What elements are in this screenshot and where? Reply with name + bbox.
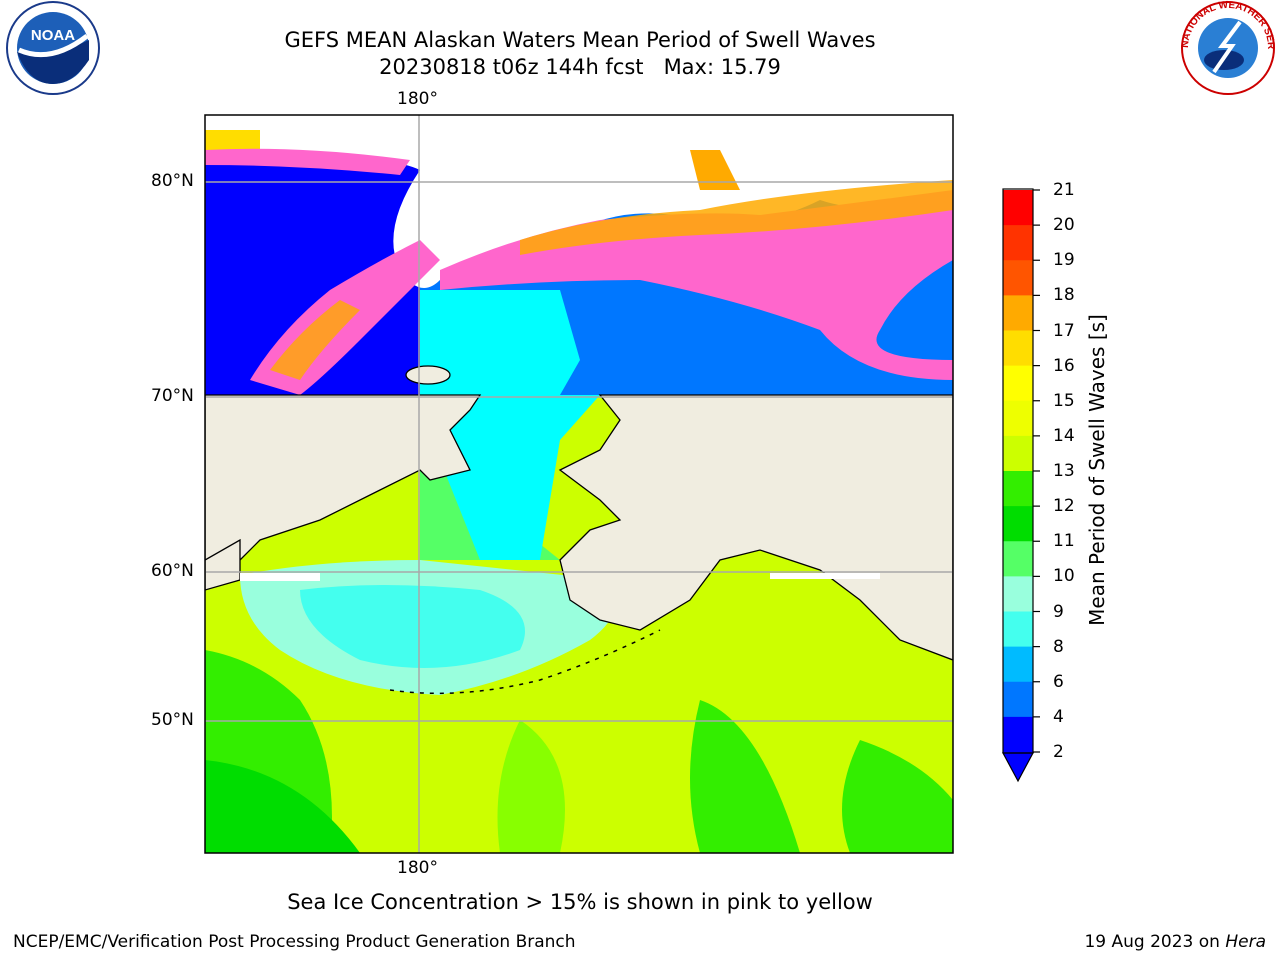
sea-ice-note: Sea Ice Concentration > 15% is shown in … <box>287 890 873 914</box>
colorbar-tick-label: 16 <box>1053 355 1075 376</box>
colorbar-segment <box>1003 611 1033 648</box>
noaa-logo-text: NOAA <box>31 27 75 44</box>
colorbar-tick-label: 20 <box>1053 215 1075 236</box>
colorbar-segment <box>1003 330 1033 367</box>
colorbar-extend-arrow <box>1001 752 1035 783</box>
colorbar-frame <box>1002 188 1034 754</box>
colorbar-tick-label: 13 <box>1053 461 1075 481</box>
colorbar-segment <box>1003 646 1033 683</box>
colorbar-tick-label: 11 <box>1053 531 1075 552</box>
colorbar-segment <box>1003 260 1033 296</box>
graticule <box>205 115 953 853</box>
footer-credit: NCEP/EMC/Verification Post Processing Pr… <box>13 932 576 952</box>
title-line-2: 20230818 t06z 144h fcst Max: 15.79 <box>379 55 781 79</box>
colorbar-tick-label: 19 <box>1053 250 1075 271</box>
colorbar-tick-label: 18 <box>1053 285 1075 306</box>
map-field <box>205 115 953 853</box>
colorbar-tick-label: 4 <box>1053 706 1064 727</box>
chart-title: GEFS MEAN Alaskan Waters Mean Period of … <box>180 27 980 81</box>
colorbar-segment <box>1003 506 1033 542</box>
lon-label-top: 180° <box>397 89 438 109</box>
colorbar-segment <box>1003 471 1033 507</box>
colorbar-tick-label: 21 <box>1053 180 1075 200</box>
footer-date: 19 Aug 2023 on Hera <box>1084 932 1266 952</box>
colorbar-title: Mean Period of Swell Waves [s] <box>1085 314 1109 626</box>
colorbar-tick-label: 14 <box>1053 425 1075 446</box>
footer-host: Hera <box>1225 932 1266 952</box>
colorbar-segment <box>1003 576 1033 612</box>
lat-label-70: 70°N <box>151 386 194 406</box>
colorbar-tick-label: 10 <box>1053 566 1075 587</box>
colorbar-tick-label: 2 <box>1053 742 1064 762</box>
title-line-1: GEFS MEAN Alaskan Waters Mean Period of … <box>284 28 876 52</box>
map-frame <box>204 114 954 854</box>
colorbar-segment <box>1003 225 1033 261</box>
colorbar-segment <box>1003 400 1033 437</box>
colorbar <box>1003 189 1040 753</box>
colorbar-tick-label: 8 <box>1053 636 1064 657</box>
colorbar-segment <box>1003 541 1033 577</box>
lat-label-50: 50°N <box>151 710 194 730</box>
colorbar-segment <box>1003 435 1033 472</box>
nws-logo: NATIONAL WEATHER SERVICE <box>1178 0 1276 95</box>
colorbar-segment <box>1003 681 1033 718</box>
colorbar-tick-label: 17 <box>1053 320 1075 341</box>
lat-label-60: 60°N <box>151 561 194 581</box>
colorbar-segment <box>1003 190 1033 226</box>
colorbar-tick-label: 6 <box>1053 671 1064 692</box>
footer-date-text: 19 Aug 2023 on <box>1084 932 1226 952</box>
colorbar-segment <box>1003 716 1033 753</box>
lat-label-80: 80°N <box>151 171 194 191</box>
lon-label-bottom: 180° <box>397 858 438 878</box>
noaa-logo: NOAA <box>6 1 100 95</box>
colorbar-tick-label: 9 <box>1053 601 1064 622</box>
colorbar-segment <box>1003 295 1033 331</box>
colorbar-tick-label: 12 <box>1053 496 1075 517</box>
colorbar-tick-label: 15 <box>1053 390 1075 411</box>
colorbar-segment <box>1003 365 1033 402</box>
